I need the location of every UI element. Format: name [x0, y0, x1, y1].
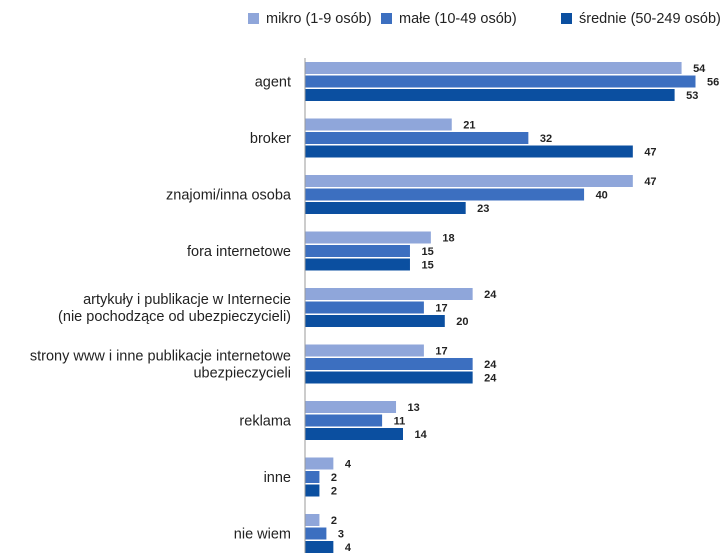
category-label: artykuły i publikacje w Internecie: [83, 292, 291, 308]
bar-1: [305, 175, 633, 187]
bar-value-label: 56: [707, 77, 719, 89]
legend-label-3: średnie (50-249 osób): [579, 11, 721, 27]
bar-2: [305, 358, 473, 370]
bar-value-label: 15: [421, 246, 433, 258]
bar-2: [305, 301, 424, 314]
category-label: inne: [264, 470, 291, 486]
bar-value-label: 24: [484, 373, 497, 385]
legend-swatch-1: [248, 13, 259, 24]
bar-2: [305, 527, 327, 540]
bar-3: [305, 89, 675, 101]
bar-value-label: 54: [693, 63, 706, 75]
bar-3: [305, 315, 445, 327]
legend-swatch-3: [561, 13, 572, 24]
bar-1: [305, 231, 431, 244]
legend-label-1: mikro (1-9 osób): [266, 11, 372, 27]
bar-value-label: 4: [345, 542, 352, 553]
category-label: ubezpieczycieli: [193, 366, 291, 382]
bar-3: [305, 484, 320, 497]
category-label: broker: [250, 131, 291, 147]
bar-value-label: 24: [484, 359, 497, 371]
bar-value-label: 17: [435, 303, 447, 315]
bar-value-label: 21: [463, 120, 475, 132]
bar-value-label: 4: [345, 459, 352, 471]
bar-3: [305, 541, 334, 553]
bar-value-label: 14: [415, 429, 428, 441]
bar-1: [305, 118, 452, 131]
bar-value-label: 18: [442, 233, 454, 245]
bar-2: [305, 471, 320, 483]
bar-1: [305, 514, 320, 526]
bar-3: [305, 371, 473, 384]
bar-1: [305, 344, 424, 357]
bar-3: [305, 145, 633, 158]
bar-value-label: 32: [540, 133, 552, 145]
bar-value-label: 24: [484, 289, 497, 301]
category-label: strony www i inne publikacje internetowe: [30, 349, 291, 365]
category-labels: agent broker znajomi/inna osoba fora intern…: [30, 75, 292, 543]
category-label: reklama: [239, 414, 292, 430]
bar-1: [305, 288, 473, 300]
bar-value-label: 11: [394, 416, 406, 428]
category-label: znajomi/inna osoba: [166, 188, 292, 204]
bar-value-label: 3: [338, 529, 344, 541]
category-label: (nie pochodzące od ubezpieczycieli): [58, 309, 291, 325]
bar-value-label: 40: [596, 190, 608, 202]
bar-value-label: 47: [644, 147, 656, 159]
bar-2: [305, 75, 696, 88]
bar-2: [305, 414, 383, 427]
bar-2: [305, 132, 529, 144]
bar-value-label: 2: [331, 515, 337, 527]
bar-1: [305, 62, 682, 74]
category-label: agent: [255, 75, 291, 91]
bar-3: [305, 202, 466, 214]
bars: 5456532132474740231815152417201724241311…: [305, 62, 719, 554]
bar-value-label: 17: [435, 346, 447, 358]
bar-value-label: 53: [686, 90, 698, 102]
category-label: nie wiem: [234, 527, 291, 543]
bar-value-label: 2: [331, 472, 337, 484]
bar-value-label: 2: [331, 486, 337, 498]
bar-value-label: 23: [477, 203, 489, 215]
legend: mikro (1-9 osób) małe (10-49 osób) średnie…: [248, 11, 721, 27]
bar-value-label: 47: [644, 176, 656, 188]
bar-value-label: 20: [456, 316, 468, 328]
bar-1: [305, 401, 397, 413]
bar-3: [305, 428, 403, 440]
bar-3: [305, 258, 410, 271]
bar-value-label: 15: [421, 260, 433, 272]
category-label: fora internetowe: [187, 244, 291, 260]
bar-value-label: 13: [408, 402, 420, 414]
bar-1: [305, 457, 334, 470]
legend-label-2: małe (10-49 osób): [399, 11, 517, 27]
bar-2: [305, 188, 585, 201]
bar-2: [305, 245, 410, 257]
legend-swatch-2: [381, 13, 392, 24]
